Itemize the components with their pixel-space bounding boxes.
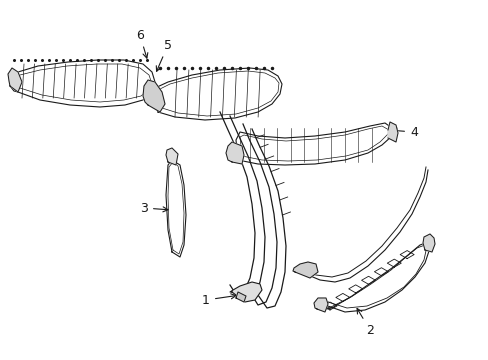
Polygon shape — [229, 282, 262, 302]
Polygon shape — [317, 242, 429, 312]
Polygon shape — [8, 68, 22, 92]
Polygon shape — [165, 160, 185, 257]
Polygon shape — [165, 148, 178, 165]
Polygon shape — [10, 60, 155, 107]
Text: 6: 6 — [136, 28, 147, 58]
Polygon shape — [236, 292, 245, 302]
Polygon shape — [220, 112, 285, 308]
Text: 2: 2 — [356, 309, 373, 337]
Text: 1: 1 — [202, 293, 236, 306]
Polygon shape — [152, 68, 282, 120]
Polygon shape — [313, 298, 327, 312]
Polygon shape — [292, 262, 317, 278]
Polygon shape — [387, 122, 397, 142]
Text: 4: 4 — [391, 126, 417, 139]
Polygon shape — [236, 123, 391, 165]
Polygon shape — [422, 234, 434, 252]
Polygon shape — [142, 80, 164, 112]
Text: 3: 3 — [140, 202, 168, 215]
Polygon shape — [225, 142, 244, 164]
Text: 5: 5 — [156, 39, 172, 71]
